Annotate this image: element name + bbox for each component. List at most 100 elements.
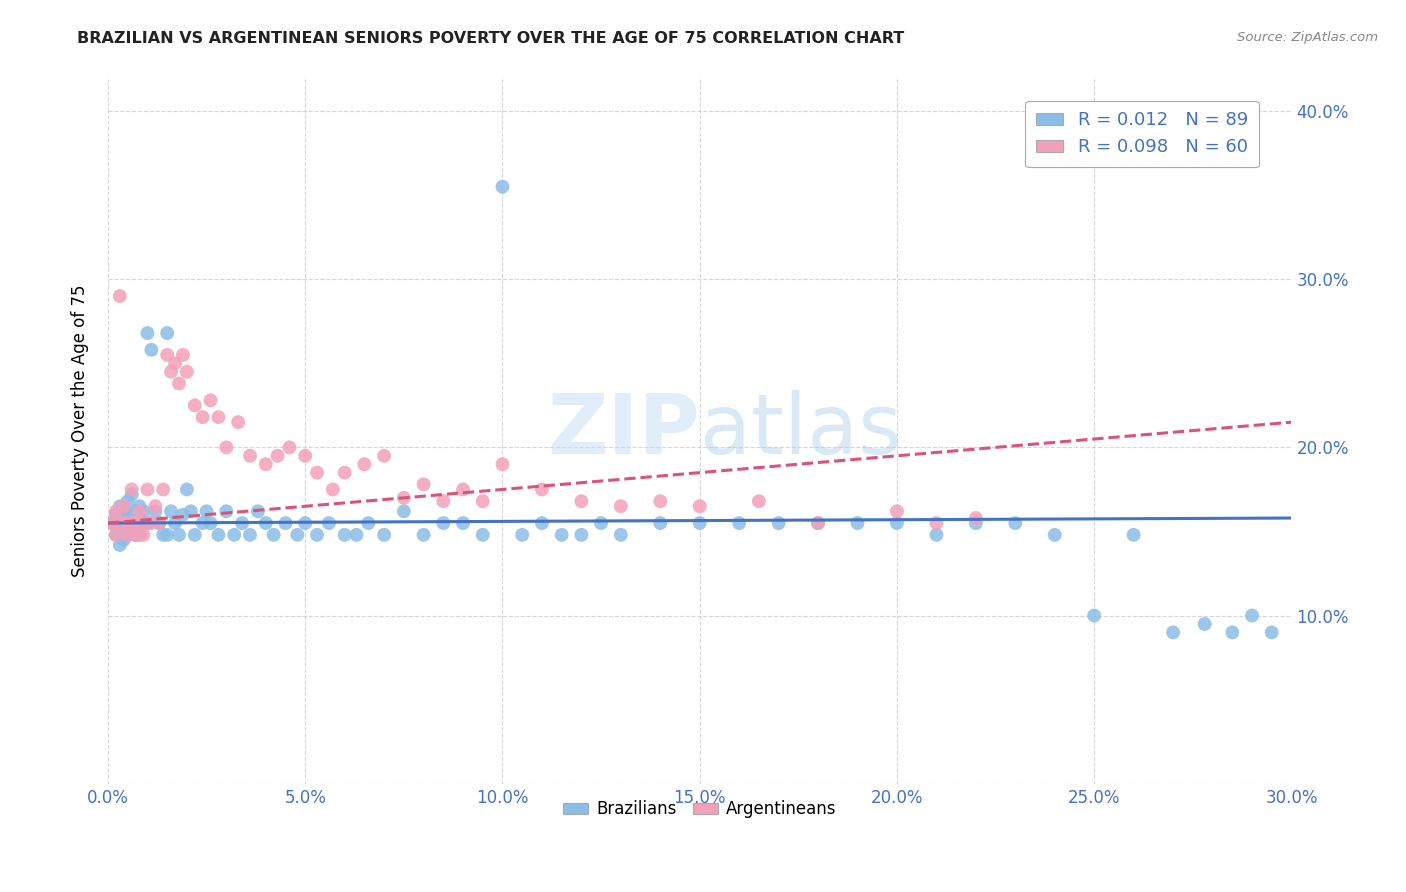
Point <box>141 516 163 530</box>
Point <box>569 494 592 508</box>
Point <box>491 457 513 471</box>
Point <box>108 516 131 530</box>
Point <box>215 441 238 455</box>
Text: atlas: atlas <box>700 390 901 471</box>
Point <box>121 516 143 530</box>
Point <box>191 516 214 530</box>
Point <box>294 449 316 463</box>
Point <box>121 521 143 535</box>
Point <box>136 516 159 530</box>
Point <box>121 508 143 522</box>
Point <box>748 494 770 508</box>
Point <box>591 516 613 530</box>
Point <box>136 326 159 340</box>
Point <box>263 528 285 542</box>
Point <box>141 343 163 357</box>
Point <box>128 528 150 542</box>
Point <box>318 516 340 530</box>
Point <box>128 516 150 530</box>
Point <box>180 504 202 518</box>
Point <box>1240 608 1263 623</box>
Point <box>610 500 633 514</box>
Point <box>925 516 948 530</box>
Point <box>510 528 533 542</box>
Point <box>172 508 194 522</box>
Point <box>1004 516 1026 530</box>
Point <box>1083 608 1105 623</box>
Point <box>965 511 987 525</box>
Point <box>121 483 143 497</box>
Point <box>1043 528 1066 542</box>
Point <box>373 528 395 542</box>
Point <box>124 528 146 542</box>
Point <box>886 504 908 518</box>
Point <box>156 326 179 340</box>
Point <box>451 483 474 497</box>
Point <box>108 538 131 552</box>
Point <box>1161 625 1184 640</box>
Point <box>108 511 131 525</box>
Point <box>239 528 262 542</box>
Point <box>104 504 127 518</box>
Point <box>294 516 316 530</box>
Point <box>226 415 249 429</box>
Point <box>530 516 553 530</box>
Point <box>285 528 308 542</box>
Point <box>1261 625 1284 640</box>
Point <box>412 477 434 491</box>
Point <box>112 500 135 514</box>
Point <box>108 289 131 303</box>
Point <box>132 504 155 518</box>
Point <box>200 393 222 408</box>
Point <box>807 516 830 530</box>
Point <box>846 516 869 530</box>
Point <box>124 516 146 530</box>
Point <box>1220 625 1243 640</box>
Point <box>112 516 135 530</box>
Point <box>156 528 179 542</box>
Point <box>224 528 246 542</box>
Point <box>195 504 218 518</box>
Point <box>278 441 301 455</box>
Point <box>165 516 187 530</box>
Point <box>530 483 553 497</box>
Point <box>392 504 415 518</box>
Point <box>108 500 131 514</box>
Point <box>148 516 170 530</box>
Point <box>451 516 474 530</box>
Point <box>117 528 139 542</box>
Y-axis label: Seniors Poverty Over the Age of 75: Seniors Poverty Over the Age of 75 <box>72 285 89 577</box>
Point <box>925 528 948 542</box>
Point <box>239 449 262 463</box>
Point <box>254 516 277 530</box>
Point <box>353 457 375 471</box>
Point <box>650 494 672 508</box>
Point <box>167 376 190 391</box>
Point <box>650 516 672 530</box>
Point <box>148 516 170 530</box>
Point <box>207 410 229 425</box>
Point <box>307 528 329 542</box>
Point <box>307 466 329 480</box>
Point <box>728 516 751 530</box>
Point <box>128 504 150 518</box>
Point <box>1194 617 1216 632</box>
Point <box>610 528 633 542</box>
Point <box>104 508 127 522</box>
Point <box>322 483 344 497</box>
Point <box>807 516 830 530</box>
Point <box>965 516 987 530</box>
Point <box>156 348 179 362</box>
Point <box>132 516 155 530</box>
Point <box>136 483 159 497</box>
Point <box>886 516 908 530</box>
Point <box>117 494 139 508</box>
Point <box>132 528 155 542</box>
Point <box>117 516 139 530</box>
Point <box>392 491 415 505</box>
Point <box>160 365 183 379</box>
Point <box>143 504 166 518</box>
Point <box>1122 528 1144 542</box>
Point <box>121 487 143 501</box>
Point <box>101 516 124 530</box>
